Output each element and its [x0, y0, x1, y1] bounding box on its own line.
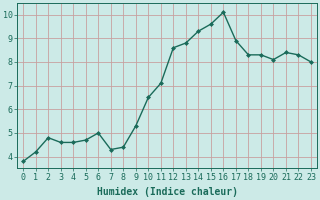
X-axis label: Humidex (Indice chaleur): Humidex (Indice chaleur): [97, 187, 237, 197]
